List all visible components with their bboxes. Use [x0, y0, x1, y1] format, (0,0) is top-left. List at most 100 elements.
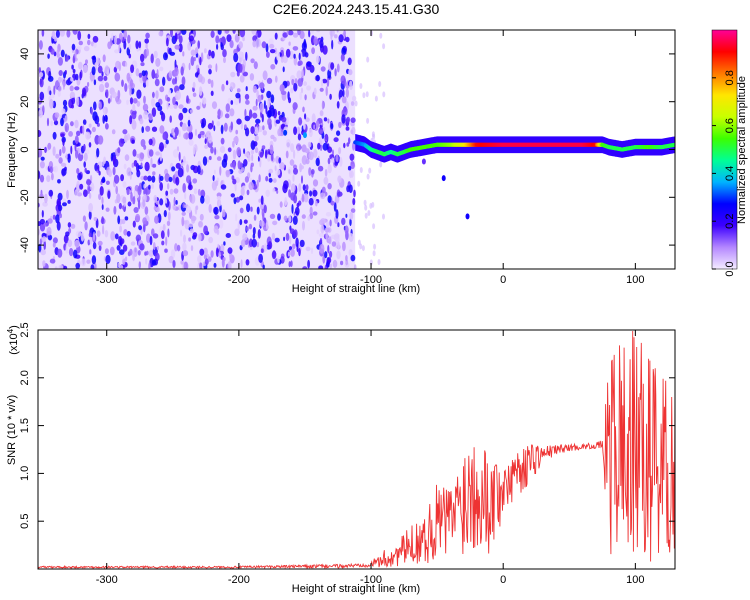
noise-blob — [163, 210, 167, 218]
noise-blob — [121, 79, 124, 87]
noise-blob — [245, 86, 248, 92]
spectrogram-y-ticks: -40 -20 0 20 40 — [19, 48, 675, 253]
noise-blob — [183, 234, 186, 243]
noise-blob — [50, 120, 54, 126]
noise-blob — [175, 90, 181, 101]
noise-blob — [292, 32, 299, 38]
noise-blob — [148, 138, 153, 146]
noise-blob — [122, 244, 128, 252]
noise-blob — [178, 129, 181, 138]
noise-blob — [178, 43, 183, 53]
noise-blob — [103, 75, 108, 82]
noise-blob — [63, 265, 68, 269]
noise-blob — [61, 145, 66, 154]
noise-blob — [255, 98, 258, 107]
noise-blob — [219, 166, 222, 176]
noise-blob — [350, 161, 355, 170]
noise-blob — [211, 50, 215, 59]
noise-blob — [82, 64, 88, 73]
noise-blob — [263, 100, 266, 110]
noise-blob — [121, 205, 125, 210]
noise-blob — [278, 157, 282, 164]
noise-blob — [237, 63, 243, 73]
noise-blob — [304, 94, 307, 101]
noise-blob — [167, 211, 171, 221]
noise-blob — [110, 231, 116, 241]
noise-blob — [221, 158, 228, 168]
noise-blob — [98, 83, 105, 93]
noise-blob — [261, 41, 267, 49]
noise-blob — [158, 31, 164, 37]
noise-blob — [48, 189, 54, 197]
noise-blob — [308, 30, 311, 38]
noise-blob — [91, 126, 96, 133]
noise-blob — [342, 241, 346, 252]
noise-fleck — [378, 81, 382, 87]
noise-blob — [279, 162, 285, 170]
noise-blob — [104, 230, 109, 238]
ridge-speckle — [441, 175, 446, 182]
noise-blob — [217, 30, 222, 35]
noise-blob — [250, 58, 255, 64]
noise-blob — [329, 263, 333, 269]
noise-blob — [75, 262, 80, 269]
noise-blob — [159, 198, 164, 206]
noise-blob — [277, 111, 281, 116]
noise-blob — [57, 57, 64, 66]
noise-blob — [307, 141, 312, 148]
noise-blob — [108, 169, 113, 177]
noise-fleck — [359, 83, 363, 89]
noise-blob — [244, 108, 247, 118]
noise-blob — [143, 95, 146, 104]
noise-blob — [165, 190, 169, 196]
noise-blob — [323, 117, 328, 122]
ridge-speckle — [465, 213, 470, 220]
noise-blob — [245, 226, 249, 232]
noise-blob — [180, 162, 186, 167]
noise-blob — [204, 144, 209, 149]
noise-blob — [168, 104, 174, 110]
noise-blob — [43, 240, 46, 251]
noise-blob — [323, 176, 329, 185]
noise-blob — [269, 107, 276, 117]
noise-blob — [269, 213, 276, 219]
noise-blob — [255, 118, 261, 124]
noise-blob — [266, 90, 272, 99]
noise-blob — [305, 246, 311, 252]
noise-blob — [44, 193, 48, 204]
y-tick-label: 1.0 — [19, 466, 31, 481]
noise-blob — [180, 229, 183, 237]
noise-blob — [117, 147, 121, 154]
noise-blob — [197, 255, 202, 263]
noise-blob — [143, 175, 148, 181]
noise-blob — [349, 211, 354, 220]
noise-blob — [198, 221, 203, 228]
noise-blob — [340, 75, 346, 85]
noise-blob — [151, 97, 155, 107]
noise-blob — [192, 178, 198, 184]
x-tick-label: -100 — [360, 574, 382, 586]
y-tick-label: -40 — [19, 237, 31, 253]
noise-blob — [71, 104, 74, 109]
noise-blob — [282, 183, 288, 194]
noise-blob — [173, 67, 179, 77]
noise-blob — [76, 45, 82, 50]
x-tick-label: -200 — [228, 574, 250, 586]
noise-blob — [285, 150, 289, 159]
noise-blob — [132, 196, 135, 205]
noise-blob — [298, 248, 301, 257]
noise-fleck — [371, 131, 375, 138]
noise-blob — [120, 174, 124, 182]
noise-blob — [181, 30, 187, 35]
noise-blob — [40, 156, 45, 161]
noise-blob — [329, 93, 332, 100]
noise-blob — [90, 182, 95, 192]
noise-blob — [174, 44, 180, 50]
noise-blob — [185, 132, 189, 140]
noise-blob — [300, 87, 304, 94]
noise-blob — [292, 46, 299, 51]
noise-blob — [138, 41, 142, 49]
noise-blob — [254, 126, 259, 135]
noise-blob — [298, 183, 302, 192]
noise-blob — [38, 130, 42, 137]
